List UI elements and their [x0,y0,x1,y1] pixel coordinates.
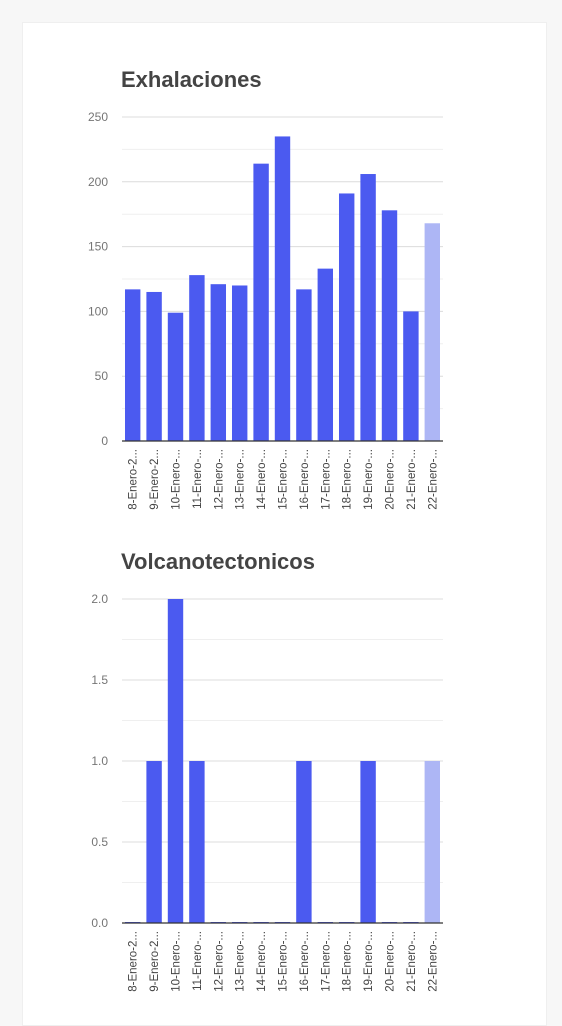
chart-title: Exhalaciones [121,67,262,92]
x-tick-label: 22-Enero-... [427,449,439,510]
y-tick-label: 150 [88,240,108,254]
x-tick-label: 19-Enero-... [363,931,375,992]
bar [338,193,355,441]
x-tick-label: 21-Enero-... [406,931,418,992]
x-tick-label: 12-Enero-... [213,931,225,992]
x-tick-label: 11-Enero-... [192,931,204,991]
bar [167,599,184,923]
bar [189,275,205,441]
x-tick-label: 8-Enero-2... [128,449,140,510]
bar [231,285,248,441]
y-tick-label: 200 [88,175,108,189]
chart-title: Volcanotectonicos [121,549,315,574]
x-tick-label: 9-Enero-2... [149,449,161,510]
x-tick-label: 17-Enero-... [320,931,332,992]
x-tick-label: 15-Enero-... [278,931,290,992]
bar [146,291,162,441]
y-tick-label: 0.5 [91,835,108,849]
bar [317,268,334,441]
y-tick-label: 100 [88,304,108,318]
x-tick-label: 11-Enero-... [192,449,204,509]
bar [189,761,205,923]
bar [167,312,184,441]
x-tick-label: 20-Enero-... [385,449,397,510]
report-card: Exhalaciones 0 50 100 150 200 250 8-Enero-2...… [22,22,547,1026]
x-tick-label: 17-Enero-... [320,449,332,510]
bar [381,210,398,441]
bar [360,761,376,923]
x-tick-label: 14-Enero-... [256,931,268,992]
y-tick-label: 0 [101,434,108,448]
volcanotectonicos-plot: 0.0 0.5 1.0 1.5 2.0 8-Enero-2... 9-Enero-2... 1… [91,592,443,992]
x-tick-label: 16-Enero-... [299,931,311,992]
y-tick-label: 1.0 [91,754,108,768]
x-tick-label: 15-Enero-... [278,449,290,510]
x-tick-label: 20-Enero-... [385,931,397,992]
y-tick-label: 0.0 [91,916,108,930]
bar [274,136,291,441]
x-tick-label: 18-Enero-... [342,449,354,510]
x-tick-label: 10-Enero-... [171,931,183,992]
volcanotectonicos-chart: Volcanotectonicos 0.0 0.5 1.0 1.5 2.0 8-Enero… [23,549,546,1019]
x-tick-label: 12-Enero-... [213,449,225,510]
y-tick-label: 50 [95,369,109,383]
x-tick-label: 8-Enero-2... [128,931,140,992]
bar [124,289,141,441]
x-tick-label: 13-Enero-... [235,931,247,992]
x-tick-label: 10-Enero-... [171,449,183,510]
bar [296,289,312,441]
x-tick-label: 13-Enero-... [235,449,247,510]
bar [146,761,162,923]
x-tick-label: 19-Enero-... [363,449,375,510]
y-tick-label: 1.5 [91,673,108,687]
x-tick-label: 21-Enero-... [406,449,418,510]
bar [424,223,441,441]
y-tick-label: 250 [88,110,108,124]
bar [210,284,227,441]
bar [424,761,441,923]
x-tick-label: 22-Enero-... [427,931,439,992]
bar [296,761,312,923]
bar [253,163,269,441]
y-tick-label: 2.0 [91,592,108,606]
x-tick-label: 14-Enero-... [256,449,268,510]
x-tick-label: 16-Enero-... [299,449,311,510]
exhalaciones-chart: Exhalaciones 0 50 100 150 200 250 8-Enero-2...… [23,67,546,537]
x-tick-label: 18-Enero-... [342,931,354,992]
exhalaciones-plot: 0 50 100 150 200 250 8-Enero-2... 9-Enero-2... 1… [88,110,443,510]
bar [360,174,376,442]
bar [403,311,419,441]
x-tick-label: 9-Enero-2... [149,931,161,992]
